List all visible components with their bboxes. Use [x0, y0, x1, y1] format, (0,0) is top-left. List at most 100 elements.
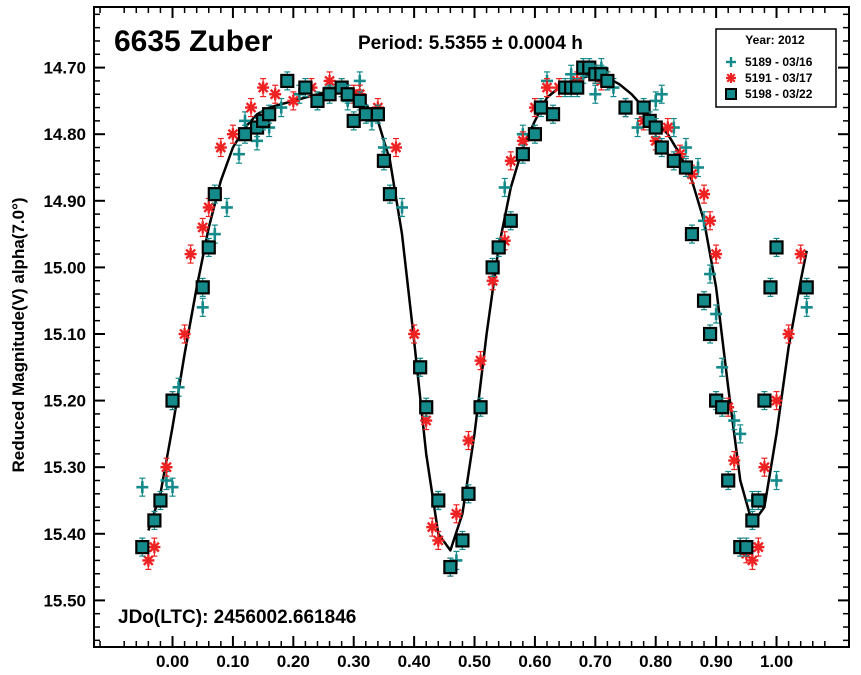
- x-tick-label: 0.80: [639, 652, 672, 671]
- data-point: [486, 271, 499, 291]
- data-point: [196, 297, 209, 317]
- data-point: [432, 530, 445, 551]
- data-point: [679, 137, 692, 158]
- legend-title: Year: 2012: [745, 33, 805, 47]
- data-point: [377, 137, 390, 158]
- series-1: [136, 58, 813, 571]
- data-point: [376, 151, 392, 171]
- y-tick-label: 14.70: [43, 59, 86, 78]
- data-point: [147, 510, 162, 531]
- data-point: [728, 450, 741, 471]
- fit-curve: [147, 73, 808, 552]
- data-point: [739, 537, 754, 557]
- data-point: [636, 97, 651, 118]
- legend-entry: 5198 - 03/22: [725, 87, 813, 101]
- data-point: [262, 104, 277, 124]
- data-point: [358, 104, 373, 124]
- data-point: [485, 257, 500, 277]
- y-tick-label: 15.10: [43, 325, 86, 344]
- data-point: [352, 91, 367, 111]
- data-point: [503, 211, 518, 231]
- data-point: [504, 151, 517, 171]
- data-point: [649, 91, 662, 111]
- data-point: [413, 357, 428, 377]
- data-point: [770, 390, 783, 411]
- y-axis-ticks: 14.70 14.80 14.90 15.00 15.10 15.20 15.30 15.40…: [43, 13, 849, 642]
- data-point: [648, 117, 663, 138]
- y-tick-label: 14.90: [43, 192, 86, 211]
- data-point: [419, 397, 434, 417]
- x-tick-label: 0.00: [156, 652, 189, 671]
- data-point: [390, 137, 402, 158]
- data-point: [166, 477, 179, 497]
- data-point: [515, 144, 530, 164]
- data-point: [269, 84, 282, 104]
- x-tick-label: 0.70: [579, 652, 612, 671]
- data-point: [287, 91, 300, 111]
- y-tick-label: 15.50: [43, 591, 86, 610]
- data-point: [450, 504, 463, 524]
- data-points-layer: [135, 58, 814, 577]
- data-point: [770, 470, 783, 491]
- data-point: [655, 84, 668, 104]
- data-point: [782, 324, 795, 344]
- legend-label: 5198 - 03/22: [745, 87, 813, 101]
- legend-square-icon: [725, 88, 737, 100]
- data-point: [340, 84, 355, 104]
- data-point: [184, 244, 197, 264]
- y-tick-label: 15.30: [43, 458, 86, 477]
- legend: Year: 2012 5189 - 03/16 5191 - 03/17 5198 …: [715, 28, 837, 108]
- data-point: [408, 324, 421, 344]
- data-point: [794, 244, 807, 264]
- data-point: [455, 530, 470, 551]
- data-point: [226, 124, 239, 144]
- legend-entries: 5189 - 03/16 5191 - 03/17 5198 - 03/22: [725, 55, 813, 101]
- legend-label: 5189 - 03/16: [745, 55, 813, 69]
- x-tick-label: 0.10: [216, 652, 249, 671]
- data-point: [178, 324, 191, 344]
- data-point: [322, 84, 337, 104]
- data-point: [678, 157, 694, 178]
- data-point: [232, 144, 245, 164]
- data-point: [257, 77, 270, 98]
- data-point: [631, 117, 644, 138]
- fit-curve-layer: [147, 73, 808, 552]
- data-point: [201, 237, 216, 258]
- data-point: [207, 184, 222, 204]
- chart-title: 6635 Zuber: [114, 25, 273, 58]
- data-point: [245, 97, 258, 118]
- x-tick-label: 1.00: [760, 652, 793, 671]
- y-tick-label: 15.40: [43, 525, 86, 544]
- data-point: [426, 517, 439, 537]
- data-point: [698, 184, 711, 204]
- data-point: [195, 277, 210, 297]
- data-point: [491, 237, 506, 258]
- data-point: [745, 510, 760, 531]
- x-tick-label: 0.60: [518, 652, 551, 671]
- data-point: [148, 537, 161, 557]
- legend-entry: 5191 - 03/17: [726, 71, 813, 85]
- x-tick-label: 0.30: [337, 652, 370, 671]
- data-point: [721, 470, 736, 491]
- data-point: [799, 277, 814, 297]
- data-point: [758, 457, 771, 477]
- data-point: [654, 137, 669, 158]
- data-point: [160, 457, 173, 477]
- y-axis-label: Reduced Magnitude(V) alpha(7.0°): [9, 197, 28, 472]
- data-point: [618, 97, 633, 118]
- data-point: [666, 151, 681, 171]
- data-point: [165, 390, 180, 411]
- data-point: [751, 490, 766, 511]
- data-point: [757, 390, 772, 411]
- data-point: [462, 430, 475, 451]
- legend-label: 5191 - 03/17: [745, 71, 813, 85]
- data-point: [734, 424, 747, 444]
- x-axis-ticks: 0.00 0.10 0.20 0.30 0.40 0.50 0.60 0.70 0.80 0.90…: [99, 7, 826, 671]
- data-point: [202, 197, 215, 218]
- y-tick-label: 15.20: [43, 392, 86, 411]
- data-point: [461, 484, 476, 504]
- x-tick-label: 0.90: [700, 652, 733, 671]
- data-point: [136, 477, 149, 497]
- data-point: [769, 237, 784, 258]
